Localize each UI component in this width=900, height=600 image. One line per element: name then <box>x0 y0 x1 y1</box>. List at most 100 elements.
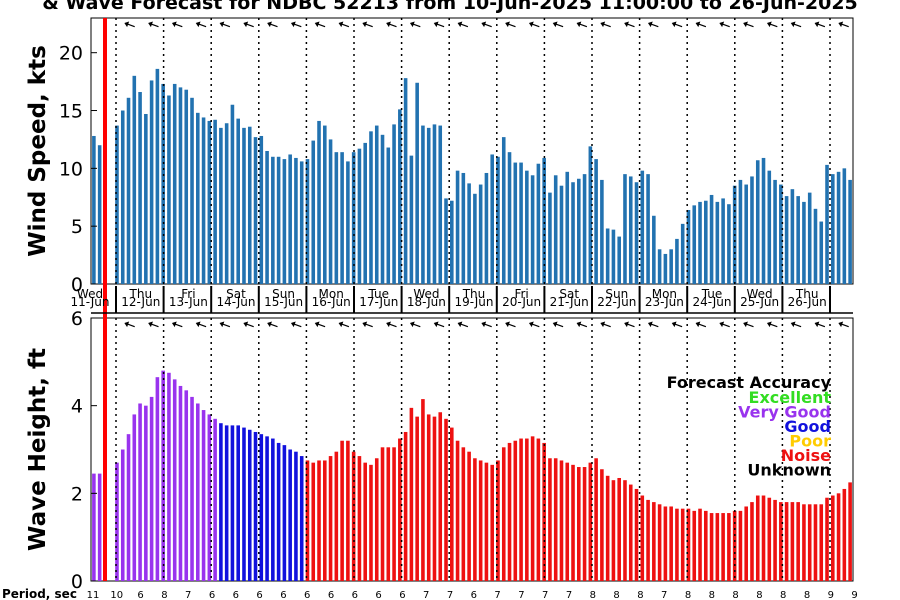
wave-direction-arrow-head <box>314 321 320 328</box>
wind-direction-arrow <box>409 21 421 28</box>
wind-bar <box>276 156 281 284</box>
wind-bar <box>271 156 275 284</box>
wind-direction-arrow-head <box>552 21 558 28</box>
wind-direction-arrow-head <box>743 21 748 28</box>
wind-y-axis-label: Wind Speed, kts <box>25 45 51 257</box>
wind-direction-arrow-head <box>838 21 844 28</box>
wind-y-tick-label: 5 <box>71 216 83 238</box>
wind-direction-arrow-head <box>695 21 701 28</box>
wind-direction-arrow <box>766 21 778 28</box>
wind-bar <box>617 236 621 284</box>
wind-bar <box>577 178 581 284</box>
wave-bar <box>115 462 119 581</box>
wind-direction-arrow <box>838 21 849 28</box>
wave-bar <box>657 504 662 581</box>
day-date-label: 26-Jun <box>788 295 827 309</box>
wave-direction-arrow <box>838 321 849 328</box>
wave-bar <box>530 436 535 581</box>
wave-bar <box>623 480 627 581</box>
wind-bar <box>340 152 344 284</box>
period-value: 11 <box>87 590 100 600</box>
wind-bar <box>698 201 702 284</box>
wind-direction-arrow <box>314 21 326 28</box>
wind-bar <box>680 223 685 284</box>
wind-bar <box>525 170 529 284</box>
period-value: 6 <box>328 590 334 600</box>
wave-bar <box>201 410 206 581</box>
wave-bar <box>490 464 494 581</box>
wave-bar <box>467 451 471 581</box>
wind-bar <box>767 170 772 284</box>
wave-direction-arrow <box>267 321 278 328</box>
wave-bar <box>628 484 633 581</box>
wind-bar <box>721 198 725 284</box>
wave-bar <box>276 442 281 581</box>
wind-direction-arrow-head <box>766 21 772 28</box>
wave-bar <box>323 460 327 581</box>
wave-direction-arrow-head <box>338 321 344 328</box>
wave-direction-arrow <box>386 321 397 328</box>
wave-bar <box>403 431 408 581</box>
wind-direction-arrow <box>433 21 445 28</box>
wave-bar <box>640 495 645 581</box>
wind-direction-arrow-head <box>624 21 629 28</box>
period-value: 7 <box>185 590 191 600</box>
wave-direction-arrow-head <box>505 321 510 328</box>
wind-bar <box>848 179 852 284</box>
wind-bar <box>126 97 131 284</box>
wave-bar <box>559 460 564 581</box>
wave-bar <box>242 427 246 581</box>
day-name-label: Mon <box>319 287 344 301</box>
wind-bar <box>507 152 512 284</box>
wind-bar <box>761 157 766 284</box>
wave-bar <box>571 464 575 581</box>
wave-bar <box>715 513 720 581</box>
wave-direction-arrow-head <box>409 321 415 328</box>
wave-bar <box>374 458 379 581</box>
wind-bar <box>478 184 483 284</box>
day-date-label: 24-Jun <box>692 295 731 309</box>
wave-bar <box>750 502 754 581</box>
wave-bar <box>126 434 131 581</box>
period-value: 8 <box>613 590 619 600</box>
wave-direction-arrow <box>433 321 445 328</box>
wind-y-tick-label: 10 <box>59 158 83 180</box>
wind-bar <box>807 192 812 284</box>
wind-direction-arrow-head <box>790 21 796 28</box>
wave-bar <box>548 458 552 581</box>
wave-bar <box>727 513 731 581</box>
wind-direction-arrow <box>386 21 397 28</box>
day-name-label: Tue <box>701 287 723 301</box>
wind-bar <box>294 157 298 284</box>
wave-bar <box>588 462 593 581</box>
day-name-label: Fri <box>181 287 195 301</box>
wave-bar <box>721 513 725 581</box>
wind-bar <box>548 192 552 284</box>
period-value: 7 <box>447 590 453 600</box>
period-value: 7 <box>566 590 572 600</box>
wave-direction-arrow <box>814 321 826 328</box>
period-label: Period, sec <box>2 587 77 600</box>
wave-bar <box>253 431 258 581</box>
period-value: 7 <box>518 590 524 600</box>
wind-bar <box>582 174 587 284</box>
wave-bar <box>132 414 137 581</box>
wind-bar <box>790 189 795 284</box>
wave-bar <box>317 460 321 581</box>
wind-bar <box>836 171 841 284</box>
wave-direction-arrow <box>505 321 516 328</box>
wind-bar <box>588 146 593 284</box>
wave-bar <box>577 467 581 581</box>
wind-direction-arrow-head <box>576 21 582 28</box>
wind-bar <box>265 151 269 284</box>
wind-bar <box>207 120 212 285</box>
wave-direction-arrow <box>647 321 659 328</box>
wave-direction-arrow-head <box>838 321 844 328</box>
wave-bar <box>831 495 835 581</box>
wind-direction-arrow <box>600 21 611 28</box>
day-name-label: Wed <box>77 287 103 301</box>
day-date-label: 25-Jun <box>740 295 779 309</box>
wave-direction-arrow <box>148 321 159 328</box>
wave-direction-arrow <box>528 321 540 328</box>
wave-direction-arrow-head <box>267 321 272 328</box>
